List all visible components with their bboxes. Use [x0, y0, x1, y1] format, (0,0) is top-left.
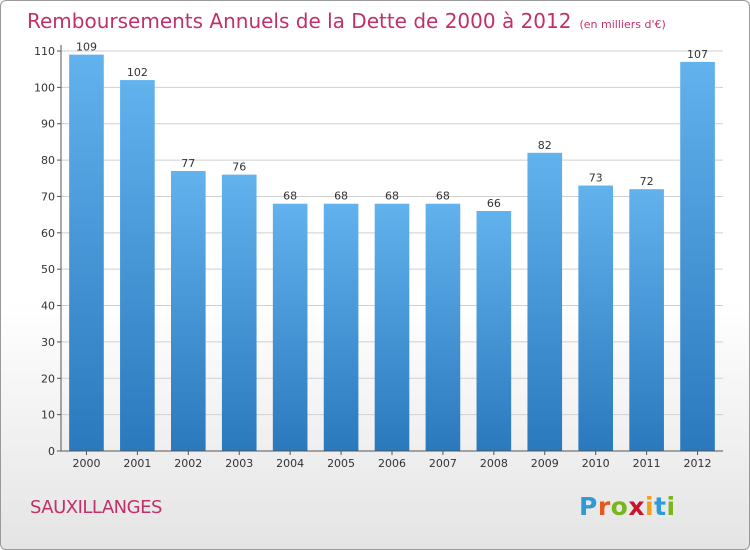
- bar-2008: [476, 211, 512, 451]
- logo-letter: t: [654, 492, 667, 521]
- value-label-2005: 68: [334, 190, 348, 203]
- bar-2005: [323, 203, 359, 451]
- x-tick-label-2007: 2007: [429, 457, 457, 470]
- proxiti-logo: Proxiti: [579, 492, 676, 521]
- value-label-2007: 68: [436, 190, 450, 203]
- x-tick-label-2009: 2009: [531, 457, 559, 470]
- y-tick-label: 100: [34, 81, 55, 94]
- value-label-2006: 68: [385, 190, 399, 203]
- y-tick-label: 90: [41, 118, 55, 131]
- bar-2006: [374, 203, 410, 451]
- logo-letter: i: [645, 492, 655, 521]
- bar-2011: [629, 189, 664, 451]
- y-tick-label: 40: [41, 300, 55, 313]
- y-tick-label: 30: [41, 336, 55, 349]
- y-tick-label: 50: [41, 263, 55, 276]
- x-tick-label-2010: 2010: [582, 457, 610, 470]
- logo-letter: o: [610, 492, 629, 521]
- logo-letter: P: [579, 492, 598, 521]
- x-tick-label-2006: 2006: [378, 457, 406, 470]
- logo-letter: i: [666, 492, 676, 521]
- x-tick-label-2011: 2011: [633, 457, 661, 470]
- y-tick-label: 60: [41, 227, 55, 240]
- value-label-2001: 102: [127, 66, 148, 79]
- logo-letter: x: [628, 492, 645, 521]
- bar-2010: [578, 185, 614, 451]
- bar-2012: [680, 61, 715, 452]
- value-label-2012: 107: [687, 48, 708, 61]
- value-label-2003: 76: [232, 161, 246, 174]
- x-tick-label-2001: 2001: [123, 457, 151, 470]
- x-tick-label-2012: 2012: [684, 457, 712, 470]
- bar-2003: [221, 174, 257, 452]
- y-tick-label: 20: [41, 372, 55, 385]
- value-label-2000: 109: [76, 41, 97, 54]
- y-tick-label: 10: [41, 409, 55, 422]
- y-tick-label: 70: [41, 190, 55, 203]
- value-label-2004: 68: [283, 190, 297, 203]
- x-tick-label-2008: 2008: [480, 457, 508, 470]
- bar-2004: [272, 203, 308, 451]
- bar-2009: [527, 152, 563, 451]
- y-tick-label: 110: [34, 45, 55, 58]
- x-tick-label-2000: 2000: [72, 457, 100, 470]
- bar-2000: [69, 54, 104, 452]
- logo-letter: r: [597, 492, 611, 521]
- commune-name: SAUXILLANGES: [30, 497, 162, 518]
- value-label-2011: 72: [640, 175, 654, 188]
- chart-title: Remboursements Annuels de la Dette de 20…: [27, 9, 666, 33]
- x-tick-label-2005: 2005: [327, 457, 355, 470]
- value-label-2008: 66: [487, 197, 501, 210]
- value-label-2010: 73: [589, 172, 603, 185]
- x-tick-label-2002: 2002: [174, 457, 202, 470]
- bar-2002: [170, 171, 206, 451]
- bar-2001: [120, 80, 155, 451]
- value-label-2009: 82: [538, 139, 552, 152]
- x-tick-label-2004: 2004: [276, 457, 304, 470]
- value-label-2002: 77: [181, 157, 195, 170]
- x-tick-label-2003: 2003: [225, 457, 253, 470]
- y-tick-label: 0: [48, 445, 55, 458]
- chart-subtitle: (en milliers d'€): [579, 18, 666, 31]
- y-tick-label: 80: [41, 154, 55, 167]
- bar-2007: [425, 203, 461, 451]
